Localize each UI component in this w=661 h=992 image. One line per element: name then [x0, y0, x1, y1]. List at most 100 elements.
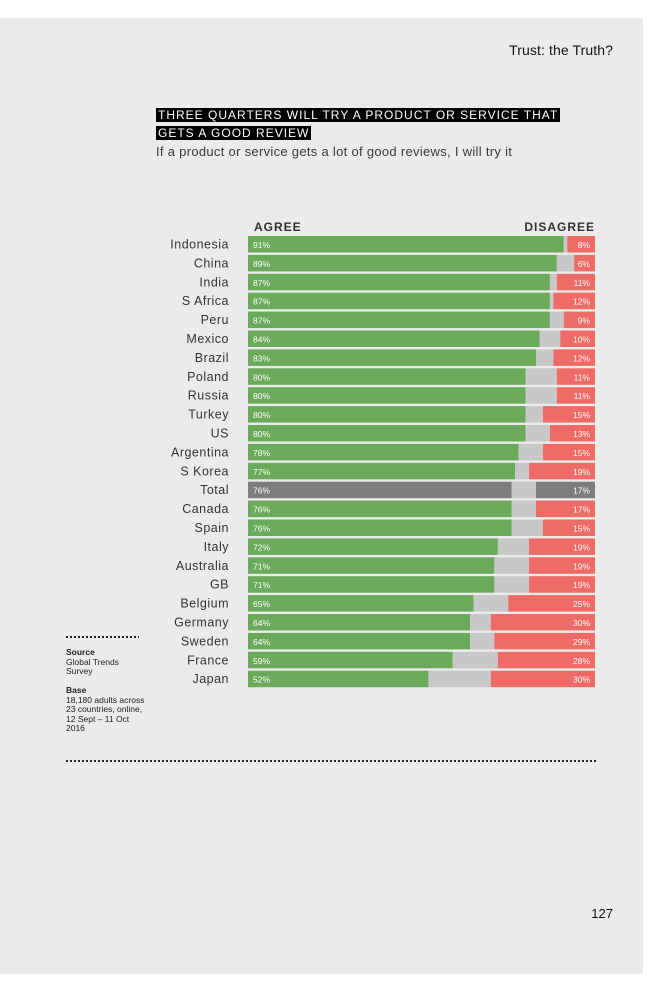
- category-label: Argentina: [171, 445, 229, 459]
- bar-row: Sweden 64% 29%: [181, 632, 595, 650]
- disagree-bar: [563, 311, 595, 329]
- agree-bar: [248, 368, 526, 385]
- neutral-bar: [549, 311, 564, 329]
- neutral-bar: [556, 254, 575, 272]
- source-text: Global Trends Survey: [66, 656, 119, 676]
- bar-row: Japan 52% 30%: [192, 670, 595, 688]
- neutral-bar: [549, 273, 557, 291]
- disagree-bar: [553, 349, 595, 366]
- source-label: Source: [66, 647, 95, 657]
- base-label: Base: [66, 685, 87, 695]
- category-label: Germany: [174, 616, 229, 630]
- bar-row: Italy 72% 19%: [204, 538, 595, 555]
- category-label: S Africa: [182, 294, 229, 308]
- disagree-value-label: 15%: [573, 448, 590, 458]
- agree-bar: [248, 443, 519, 461]
- agree-bar: [248, 614, 471, 631]
- neutral-bar: [511, 519, 543, 536]
- agree-bar: [248, 500, 512, 518]
- base-note: Base 18,180 adults across 23 countries, …: [66, 685, 146, 734]
- neutral-bar: [536, 349, 554, 366]
- agree-value-label: 77%: [253, 467, 270, 477]
- category-label: Indonesia: [170, 238, 229, 252]
- agree-value-label: 89%: [253, 259, 270, 269]
- disagree-bar: [560, 330, 595, 347]
- disagree-value-label: 11%: [574, 278, 591, 288]
- disagree-bar: [556, 387, 595, 404]
- agree-bar: [248, 425, 526, 442]
- neutral-bar: [525, 387, 557, 404]
- category-label: GB: [210, 578, 229, 592]
- agree-value-label: 64%: [253, 618, 270, 628]
- agree-bar: [248, 651, 453, 669]
- disagree-bar: [490, 614, 595, 631]
- category-label: Japan: [192, 672, 229, 686]
- neutral-bar: [494, 557, 530, 574]
- bar-row: Indonesia 91% 8%: [170, 236, 595, 253]
- disagree-value-label: 28%: [573, 656, 590, 666]
- agree-value-label: 71%: [253, 580, 270, 590]
- agree-value-label: 87%: [253, 278, 270, 288]
- category-label: Sweden: [181, 634, 229, 648]
- category-label: US: [211, 427, 229, 441]
- disagree-value-label: 17%: [573, 486, 590, 496]
- bar-rows: Indonesia 91% 8% China 89% 6% India 87% 11% S Afr…: [170, 236, 595, 688]
- neutral-bar: [518, 443, 543, 461]
- disagree-value-label: 12%: [573, 297, 590, 307]
- disagree-value-label: 10%: [573, 335, 590, 345]
- agree-value-label: 65%: [253, 599, 270, 609]
- disagree-header: DISAGREE: [524, 220, 595, 234]
- bar-row: Total 76% 17%: [200, 481, 595, 499]
- disagree-value-label: 13%: [573, 429, 590, 439]
- neutral-bar: [452, 651, 498, 669]
- agree-bar: [248, 330, 540, 347]
- agree-value-label: 71%: [253, 561, 270, 571]
- agree-value-label: 84%: [253, 335, 270, 345]
- disagree-bar: [536, 481, 595, 499]
- agree-value-label: 80%: [253, 410, 270, 420]
- category-label: France: [187, 653, 229, 667]
- bar-row: India 87% 11%: [199, 273, 595, 291]
- disagree-value-label: 12%: [573, 353, 590, 363]
- disagree-bar: [574, 254, 595, 272]
- category-label: Spain: [195, 521, 229, 535]
- neutral-bar: [470, 614, 491, 631]
- agree-value-label: 52%: [253, 675, 270, 685]
- disagree-bar: [490, 670, 595, 688]
- agree-bar: [248, 349, 537, 366]
- running-head: Trust: the Truth?: [509, 42, 613, 58]
- disagree-value-label: 25%: [573, 599, 590, 609]
- agree-bar: [248, 236, 564, 253]
- agree-value-label: 76%: [253, 486, 270, 496]
- category-label: Australia: [176, 559, 229, 573]
- disagree-value-label: 15%: [573, 410, 590, 420]
- category-label: Turkey: [188, 408, 229, 422]
- disagree-bar: [508, 595, 595, 612]
- bar-row: Brazil 83% 12%: [195, 349, 595, 366]
- agree-bar: [248, 387, 526, 404]
- bar-row: Peru 87% 9%: [201, 311, 595, 329]
- disagree-bar: [529, 576, 595, 593]
- disagree-value-label: 9%: [578, 316, 591, 326]
- bar-row: Russia 80% 11%: [188, 387, 595, 404]
- bar-row: Spain 76% 15%: [195, 519, 595, 536]
- neutral-bar: [525, 425, 550, 442]
- category-label: S Korea: [180, 464, 229, 478]
- agree-bar: [248, 311, 550, 329]
- bar-row: GB 71% 19%: [210, 576, 595, 593]
- neutral-bar: [549, 292, 554, 310]
- agree-value-label: 83%: [253, 353, 270, 363]
- category-label: Brazil: [195, 351, 229, 365]
- agree-bar: [248, 254, 557, 272]
- category-label: Russia: [188, 389, 229, 403]
- disagree-value-label: 19%: [573, 580, 590, 590]
- neutral-bar: [563, 236, 568, 253]
- agree-bar: [248, 462, 516, 480]
- disagree-bar: [556, 273, 595, 291]
- neutral-bar: [428, 670, 491, 688]
- agree-bar: [248, 632, 471, 650]
- agree-value-label: 80%: [253, 372, 270, 382]
- agree-value-label: 80%: [253, 391, 270, 401]
- bar-row: S Korea 77% 19%: [180, 462, 595, 480]
